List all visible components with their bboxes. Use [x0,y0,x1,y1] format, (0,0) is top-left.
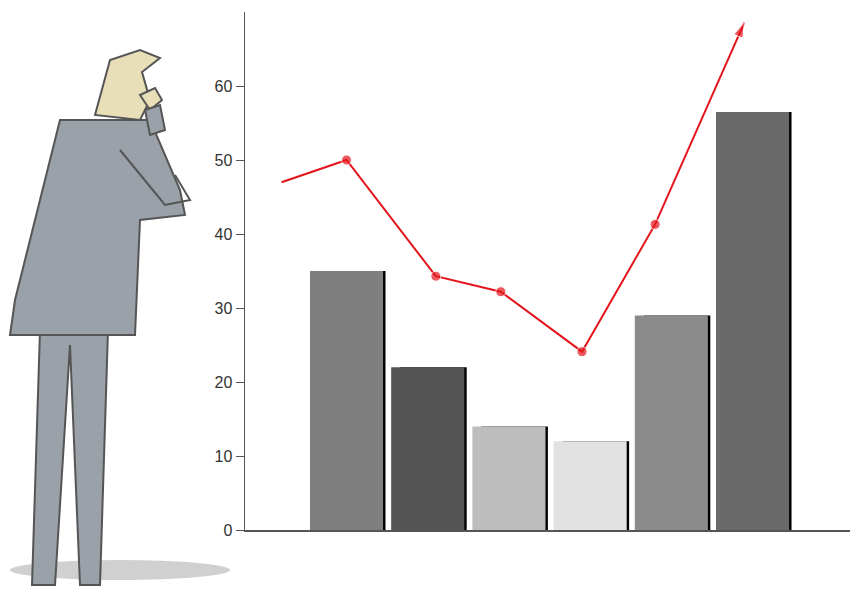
svg-text:20: 20 [215,374,233,391]
svg-text:10: 10 [215,448,233,465]
svg-text:60: 60 [215,78,233,95]
svg-text:30: 30 [215,300,233,317]
svg-text:50: 50 [215,152,233,169]
svg-text:0: 0 [223,522,232,539]
svg-text:40: 40 [215,226,233,243]
